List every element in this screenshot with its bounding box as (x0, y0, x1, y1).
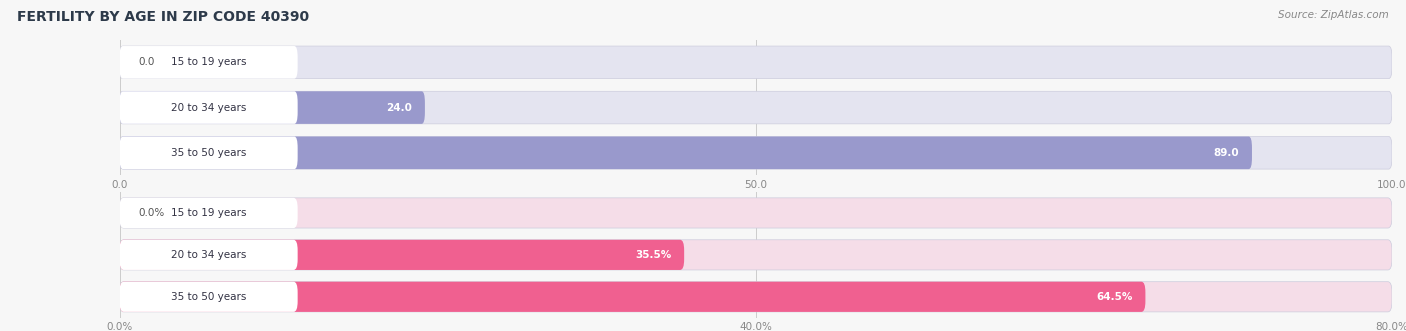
FancyBboxPatch shape (120, 46, 298, 79)
Text: 0.0: 0.0 (139, 57, 155, 67)
Text: 64.5%: 64.5% (1097, 292, 1133, 302)
FancyBboxPatch shape (120, 91, 1392, 124)
Text: 89.0: 89.0 (1213, 148, 1239, 158)
Text: 20 to 34 years: 20 to 34 years (172, 250, 246, 260)
FancyBboxPatch shape (120, 198, 1392, 228)
FancyBboxPatch shape (120, 282, 298, 312)
Text: 35 to 50 years: 35 to 50 years (172, 148, 246, 158)
FancyBboxPatch shape (120, 91, 425, 124)
FancyBboxPatch shape (120, 240, 685, 270)
FancyBboxPatch shape (120, 240, 298, 270)
FancyBboxPatch shape (120, 91, 298, 124)
FancyBboxPatch shape (120, 240, 1392, 270)
FancyBboxPatch shape (120, 46, 1392, 79)
Text: 35.5%: 35.5% (636, 250, 672, 260)
FancyBboxPatch shape (120, 282, 1146, 312)
FancyBboxPatch shape (120, 198, 298, 228)
Text: 15 to 19 years: 15 to 19 years (172, 57, 246, 67)
Text: 15 to 19 years: 15 to 19 years (172, 208, 246, 218)
FancyBboxPatch shape (120, 282, 1392, 312)
Text: 24.0: 24.0 (387, 103, 412, 113)
Text: 0.0%: 0.0% (139, 208, 165, 218)
Text: 35 to 50 years: 35 to 50 years (172, 292, 246, 302)
FancyBboxPatch shape (120, 136, 1251, 169)
FancyBboxPatch shape (120, 136, 298, 169)
Text: FERTILITY BY AGE IN ZIP CODE 40390: FERTILITY BY AGE IN ZIP CODE 40390 (17, 10, 309, 24)
Text: Source: ZipAtlas.com: Source: ZipAtlas.com (1278, 10, 1389, 20)
FancyBboxPatch shape (120, 136, 1392, 169)
Text: 20 to 34 years: 20 to 34 years (172, 103, 246, 113)
